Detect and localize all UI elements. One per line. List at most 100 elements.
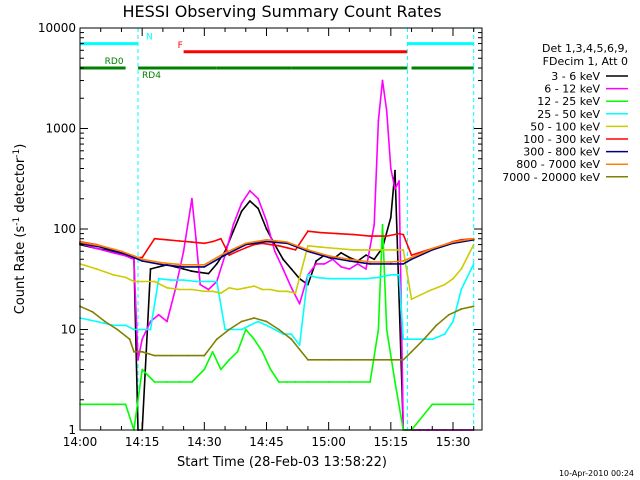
series-7-point: [410, 256, 413, 259]
series-0-point: [282, 258, 284, 261]
series-4-point: [153, 280, 156, 283]
series-2-point: [236, 350, 239, 353]
series-1-point: [340, 266, 342, 268]
series-1-point: [199, 283, 202, 286]
series-4-point: [402, 249, 405, 251]
series-3-point: [232, 328, 235, 331]
series-8-point: [410, 350, 413, 353]
series-3-point: [418, 338, 421, 341]
x-tick-label: 15:30: [436, 435, 471, 449]
legend-header-line-1: Det 1,3,4,5,6,9,: [542, 42, 628, 55]
series-1-point: [315, 263, 318, 265]
series-1-point: [257, 197, 260, 200]
series-1-point: [348, 268, 351, 270]
series-7-point: [402, 260, 405, 262]
series-6-point: [327, 256, 330, 259]
series-5-point: [141, 256, 144, 259]
series-3-point: [460, 288, 463, 291]
series-2-point: [244, 328, 247, 331]
series-3-point: [215, 280, 218, 283]
series-0-point: [182, 268, 185, 270]
series-8-point: [133, 350, 135, 353]
series-2-point: [211, 350, 214, 353]
y-axis: 1 10 100 1000 10000: [38, 21, 482, 437]
state-label-rd4: RD4: [142, 71, 161, 81]
series-4-point: [228, 286, 231, 289]
series-3-point: [149, 328, 152, 331]
series-2-point: [203, 368, 206, 371]
series-2-point: [348, 381, 351, 383]
series-4-point: [319, 246, 322, 249]
series-4-point: [236, 288, 239, 291]
series-5-point: [385, 235, 388, 238]
x-axis-label: Start Time (28-Feb-03 13:58:22): [177, 455, 387, 470]
series-8-point: [215, 338, 218, 341]
series-8-point: [307, 358, 309, 361]
series-8-point: [265, 320, 268, 323]
series-5-point: [278, 244, 280, 247]
series-8-point: [240, 320, 243, 323]
series-3-point: [431, 338, 434, 341]
series-line-8: [79, 305, 474, 361]
series-2-point: [278, 381, 280, 383]
series-3-point: [398, 273, 400, 276]
y-axis-label-mid: detector: [13, 157, 28, 217]
series-4-point: [141, 280, 144, 283]
series-2-point: [381, 223, 384, 226]
y-tick-label: 1: [68, 423, 76, 437]
series-2-point: [269, 368, 272, 371]
series-3-point: [452, 320, 454, 323]
series-8-point: [389, 358, 392, 361]
series-3-point: [472, 263, 475, 265]
series-0-point: [240, 210, 243, 213]
series-1-point: [373, 223, 376, 226]
attenuator-bars: N F RD0 RD4: [80, 33, 474, 81]
series-0-point: [265, 228, 268, 230]
series-2-point: [431, 403, 434, 406]
series-8-point: [228, 328, 231, 331]
series-3-point: [170, 279, 173, 281]
series-0-point: [157, 266, 160, 268]
series-1-point: [381, 79, 384, 82]
series-1-point: [298, 302, 301, 305]
legend: Det 1,3,4,5,6,9, FDecim 1, Att 0 3 - 6 k…: [502, 42, 628, 184]
legend-entry-label: 800 - 7000 keV: [516, 158, 600, 171]
y-axis-label-sup-1: -1: [12, 217, 22, 226]
series-line-6: [79, 239, 474, 268]
state-label-n: N: [146, 33, 153, 43]
series-0-point: [394, 169, 396, 172]
series-1-point: [282, 268, 284, 270]
series-4-point: [410, 298, 413, 301]
series-5-point: [398, 232, 400, 235]
legend-entry-label: 300 - 800 keV: [523, 146, 600, 159]
series-1-point: [385, 109, 388, 112]
series-6-point: [265, 240, 268, 243]
series-7-point: [389, 261, 392, 263]
series-8-point: [116, 328, 119, 331]
series-0-point: [340, 251, 342, 254]
series-1-point: [398, 180, 400, 182]
series-2-point: [228, 358, 231, 361]
series-7-point: [133, 255, 135, 257]
series-5-point: [178, 240, 181, 242]
y-tick-label: 100: [53, 222, 76, 236]
series-2-point: [253, 338, 256, 341]
chart-title: HESSI Observing Summary Count Rates: [122, 2, 441, 21]
series-5-point: [269, 243, 272, 246]
series-2-point: [394, 381, 396, 383]
series-1-point: [249, 189, 251, 192]
series-0-point: [149, 268, 152, 270]
series-4-point: [244, 286, 247, 289]
legend-entry-label: 7000 - 20000 keV: [502, 171, 600, 184]
series-6-point: [389, 263, 392, 265]
series-1-point: [356, 263, 359, 265]
series-1-point: [137, 358, 139, 361]
series-4-point: [166, 286, 168, 289]
series-6-point: [224, 254, 227, 256]
series-4-point: [269, 288, 272, 291]
series-4-point: [133, 280, 135, 283]
legend-entry-label: 25 - 50 keV: [537, 108, 600, 121]
x-tick-label: 14:45: [249, 435, 284, 449]
series-4-point: [286, 290, 289, 293]
series-7-point: [327, 255, 330, 257]
